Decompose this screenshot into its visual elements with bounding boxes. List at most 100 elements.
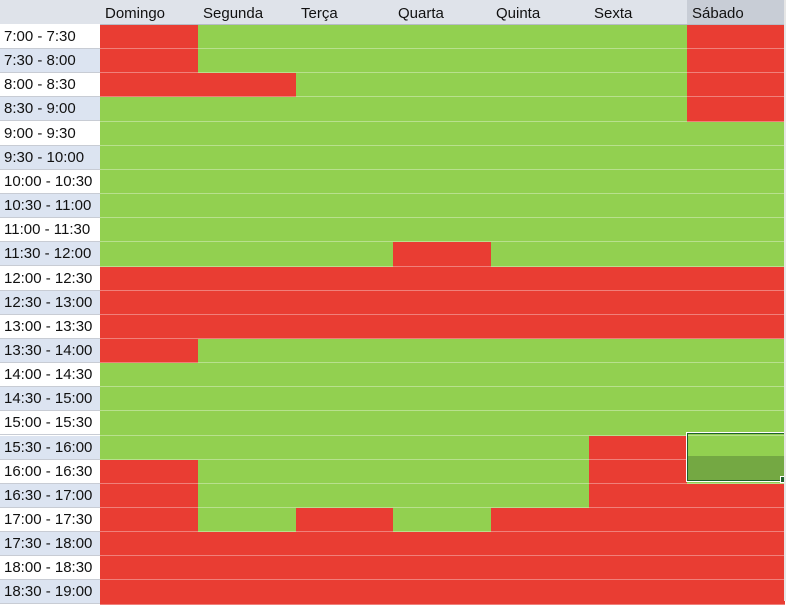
availability-cell[interactable] (100, 460, 198, 484)
row-header-14[interactable]: 14:00 - 14:30 (0, 363, 101, 387)
availability-cell[interactable] (687, 508, 785, 532)
availability-cell[interactable] (491, 339, 589, 363)
availability-cell[interactable] (296, 267, 393, 291)
availability-cell[interactable] (198, 508, 296, 532)
availability-cell[interactable] (100, 411, 198, 436)
availability-cell[interactable] (296, 218, 393, 242)
row-header-6[interactable]: 10:00 - 10:30 (0, 170, 101, 194)
availability-cell[interactable] (198, 387, 296, 411)
availability-cell[interactable] (589, 122, 687, 146)
row-header-7[interactable]: 10:30 - 11:00 (0, 194, 101, 218)
availability-cell[interactable] (393, 556, 491, 580)
availability-cell[interactable] (296, 146, 393, 170)
availability-cell[interactable] (589, 170, 687, 194)
row-header-18[interactable]: 16:00 - 16:30 (0, 460, 101, 484)
availability-cell[interactable] (198, 218, 296, 242)
availability-cell[interactable] (393, 436, 491, 460)
availability-cell[interactable] (393, 218, 491, 242)
availability-cell[interactable] (491, 556, 589, 580)
row-header-21[interactable]: 17:30 - 18:00 (0, 532, 101, 556)
row-header-16[interactable]: 15:00 - 15:30 (0, 411, 101, 435)
availability-cell[interactable] (589, 97, 687, 122)
availability-cell[interactable] (393, 25, 491, 49)
availability-cell[interactable] (198, 315, 296, 339)
row-header-4[interactable]: 9:00 - 9:30 (0, 122, 101, 146)
availability-cell[interactable] (296, 508, 393, 532)
row-header-15[interactable]: 14:30 - 15:00 (0, 387, 101, 411)
availability-cell[interactable] (296, 363, 393, 387)
row-header-10[interactable]: 12:00 - 12:30 (0, 267, 101, 291)
availability-cell[interactable] (491, 484, 589, 508)
availability-cell[interactable] (100, 484, 198, 508)
availability-cell[interactable] (491, 170, 589, 194)
row-header-12[interactable]: 13:00 - 13:30 (0, 315, 101, 339)
availability-cell[interactable] (687, 194, 785, 218)
availability-cell[interactable] (687, 218, 785, 242)
availability-cell[interactable] (589, 484, 687, 508)
availability-cell[interactable] (491, 508, 589, 532)
availability-cell[interactable] (687, 484, 785, 508)
row-header-22[interactable]: 18:00 - 18:30 (0, 556, 101, 580)
availability-cell[interactable] (393, 580, 491, 605)
availability-cell[interactable] (687, 25, 785, 49)
availability-cell[interactable] (296, 436, 393, 460)
availability-cell[interactable] (687, 146, 785, 170)
availability-cell[interactable] (296, 532, 393, 556)
availability-cell[interactable] (393, 73, 491, 97)
row-header-13[interactable]: 13:30 - 14:00 (0, 339, 101, 363)
availability-cell[interactable] (393, 242, 491, 267)
availability-cell[interactable] (100, 242, 198, 267)
availability-cell[interactable] (296, 339, 393, 363)
availability-cell[interactable] (687, 580, 785, 605)
availability-cell[interactable] (491, 49, 589, 73)
availability-cell[interactable] (589, 556, 687, 580)
availability-cell[interactable] (100, 387, 198, 411)
availability-cell[interactable] (491, 25, 589, 49)
availability-cell[interactable] (100, 508, 198, 532)
availability-cell[interactable] (687, 170, 785, 194)
availability-cell[interactable] (687, 122, 785, 146)
availability-cell[interactable] (198, 25, 296, 49)
availability-cell[interactable] (198, 436, 296, 460)
availability-cell[interactable] (589, 411, 687, 436)
availability-cell[interactable] (296, 556, 393, 580)
availability-cell[interactable] (589, 25, 687, 49)
availability-cell[interactable] (296, 73, 393, 97)
availability-cell[interactable] (491, 242, 589, 267)
availability-cell[interactable] (296, 580, 393, 605)
availability-cell[interactable] (296, 411, 393, 436)
availability-cell[interactable] (198, 484, 296, 508)
availability-cell[interactable] (393, 460, 491, 484)
availability-cell[interactable] (198, 146, 296, 170)
availability-cell[interactable] (100, 25, 198, 49)
row-header-23[interactable]: 18:30 - 19:00 (0, 580, 101, 604)
availability-cell[interactable] (393, 194, 491, 218)
availability-cell[interactable] (589, 49, 687, 73)
row-header-11[interactable]: 12:30 - 13:00 (0, 291, 101, 315)
availability-cell[interactable] (589, 267, 687, 291)
availability-cell[interactable] (198, 291, 296, 315)
availability-cell[interactable] (198, 556, 296, 580)
availability-cell[interactable] (687, 363, 785, 387)
availability-cell[interactable] (296, 122, 393, 146)
availability-cell[interactable] (491, 411, 589, 436)
availability-cell[interactable] (100, 436, 198, 460)
availability-cell[interactable] (100, 315, 198, 339)
column-header-3[interactable]: Quarta (393, 0, 491, 24)
availability-cell[interactable] (296, 460, 393, 484)
row-header-17[interactable]: 15:30 - 16:00 (0, 436, 101, 460)
availability-cell[interactable] (687, 387, 785, 411)
row-header-9[interactable]: 11:30 - 12:00 (0, 242, 101, 266)
availability-cell[interactable] (491, 436, 589, 460)
availability-cell[interactable] (589, 73, 687, 97)
column-header-2[interactable]: Terça (296, 0, 393, 24)
availability-cell[interactable] (393, 146, 491, 170)
availability-cell[interactable] (491, 146, 589, 170)
availability-cell[interactable] (687, 242, 785, 267)
availability-cell[interactable] (687, 460, 785, 484)
availability-cell[interactable] (393, 291, 491, 315)
availability-cell[interactable] (100, 194, 198, 218)
availability-cell[interactable] (393, 97, 491, 122)
availability-cell[interactable] (296, 387, 393, 411)
availability-cell[interactable] (296, 25, 393, 49)
